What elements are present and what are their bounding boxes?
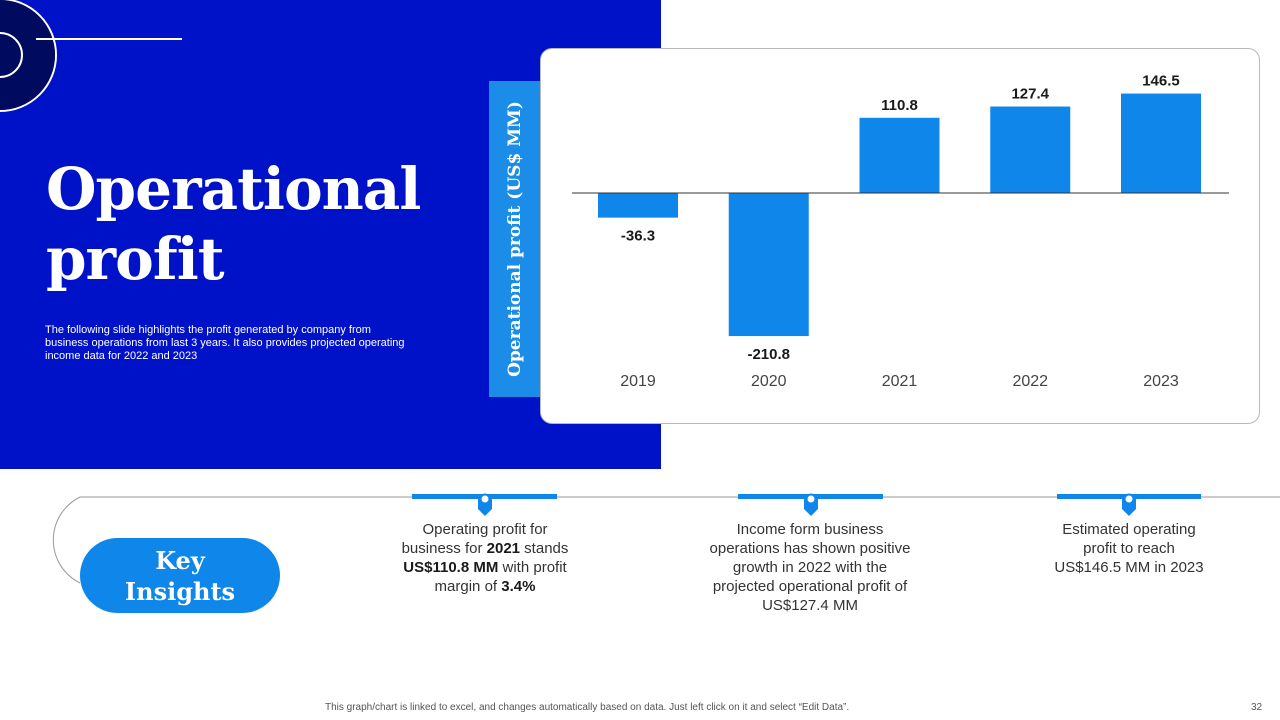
insight-1-line-4: margin of 3.4% [434, 578, 536, 595]
bar-2019[interactable] [598, 193, 678, 218]
insight-3-line-3: US$146.5 MM in 2023 [1054, 559, 1204, 576]
insight-card-3: Estimated operating profit to reach US$1… [1004, 520, 1254, 577]
x-tick-2022: 2022 [1012, 373, 1048, 390]
title-line-1: Operational [46, 155, 421, 223]
deco-dark-disc [0, 0, 55, 110]
insight-card-1: Operating profit for business for 2021 s… [360, 520, 610, 596]
insights-timeline [52, 493, 1280, 584]
insight-1-line-2: business for 2021 stands [401, 540, 569, 557]
chart-card[interactable]: -36.3 2019 -210.8 2020 110.8 2021 127.4 2022 146… [540, 48, 1260, 424]
data-label-2019: -36.3 [621, 228, 655, 245]
x-tick-2019: 2019 [620, 373, 656, 390]
key-insights-badge: Key Insights [80, 538, 280, 613]
data-label-2021: 110.8 [881, 97, 918, 114]
page-number: 32 [1251, 702, 1263, 713]
key-insights-line-1: Key [155, 545, 205, 575]
bar-2023[interactable] [1121, 93, 1201, 193]
key-insights-line-2: Insights [124, 576, 236, 606]
timeline-marker-2 [738, 493, 883, 516]
bar-2022[interactable] [990, 106, 1071, 193]
insight-2-line-2: operations has shown positive [709, 540, 911, 557]
timeline-marker-1 [412, 493, 557, 516]
footer-note: This graph/chart is linked to excel, and… [325, 702, 850, 713]
y-axis-label-box: Operational profit (US$ MM) [489, 81, 541, 397]
insight-2-line-1: Income form business [736, 521, 884, 538]
timeline-marker-3 [1057, 493, 1201, 516]
insight-3-line-1: Estimated operating [1062, 521, 1196, 538]
insight-1-line-3: US$110.8 MM with profit [403, 559, 567, 576]
bar-2020[interactable] [728, 193, 809, 337]
data-label-2022: 127.4 [1011, 86, 1049, 103]
insight-1-line-1: Operating profit for [422, 521, 548, 538]
slide-description: The following slide highlights the profi… [45, 324, 405, 362]
insight-2-line-3: growth in 2022 with the [732, 559, 888, 576]
x-tick-2020: 2020 [751, 373, 787, 390]
page-title: Operational profit [46, 154, 421, 294]
operational-profit-chart[interactable]: -36.3 2019 -210.8 2020 110.8 2021 127.4 2022 146… [541, 49, 1261, 425]
data-label-2023: 146.5 [1142, 73, 1180, 90]
deco-inner-ring [0, 32, 23, 78]
insight-2-line-4: projected operational profit of [712, 578, 908, 595]
timeline-line [52, 496, 1280, 584]
x-tick-2021: 2021 [882, 373, 918, 390]
bar-2021[interactable] [859, 117, 940, 193]
decorative-rings [0, 0, 182, 112]
deco-outer-ring [0, 0, 57, 112]
y-axis-label: Operational profit (US$ MM) [505, 101, 525, 377]
insight-card-2: Income form business operations has show… [685, 520, 935, 615]
insight-3-line-2: profit to reach [1083, 540, 1175, 557]
data-label-2020: -210.8 [747, 346, 790, 363]
title-line-2: profit [46, 225, 225, 293]
insight-2-line-5: US$127.4 MM [762, 597, 858, 614]
x-tick-2023: 2023 [1143, 373, 1179, 390]
